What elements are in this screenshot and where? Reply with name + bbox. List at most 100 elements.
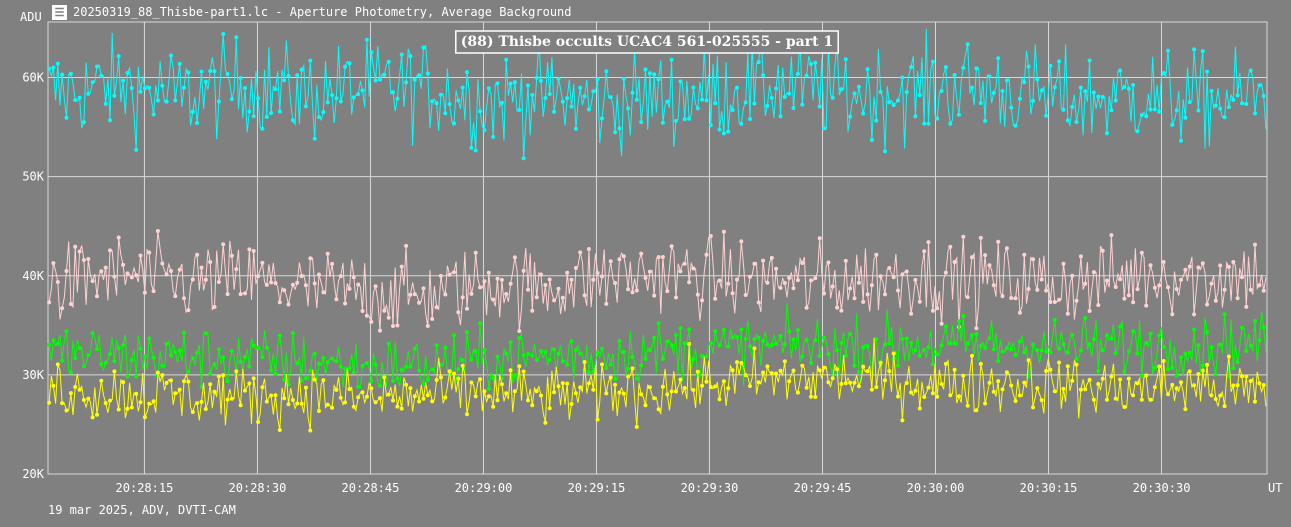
series-point: [68, 71, 73, 76]
series-point: [299, 378, 304, 383]
series-point: [613, 130, 618, 135]
series-point: [791, 368, 796, 373]
series-point: [138, 400, 143, 405]
series-point: [1157, 333, 1162, 338]
series-point: [1118, 68, 1123, 73]
series-point: [900, 75, 905, 80]
series-point: [809, 278, 813, 283]
series-point: [86, 257, 91, 261]
series-point: [1048, 350, 1053, 355]
series-point: [739, 360, 744, 365]
series-point: [1170, 122, 1175, 127]
series-point: [926, 240, 931, 245]
series-point: [900, 418, 905, 423]
series-point: [68, 302, 73, 306]
series-point: [1192, 327, 1197, 332]
series-point: [504, 391, 509, 396]
series-point: [1253, 318, 1257, 323]
series-point: [1157, 283, 1162, 288]
series-point: [469, 145, 474, 150]
series-point: [517, 336, 522, 340]
series-point: [804, 337, 809, 342]
series-point: [743, 336, 748, 341]
series-point: [1244, 349, 1249, 353]
series-point: [99, 362, 104, 367]
series-point: [769, 343, 774, 348]
series-point: [434, 305, 439, 310]
series-point: [565, 381, 570, 386]
series-point: [517, 108, 522, 112]
series-point: [634, 424, 639, 429]
series-point: [465, 70, 469, 75]
series-point: [1096, 94, 1101, 99]
series-point: [395, 323, 400, 328]
series-point: [708, 341, 713, 346]
series-point: [247, 364, 252, 369]
series-point: [47, 66, 52, 71]
series-point: [177, 348, 182, 353]
series-point: [195, 350, 200, 355]
series-point: [1083, 89, 1088, 94]
series-point: [1091, 337, 1096, 342]
series-point: [678, 377, 683, 382]
series-point: [47, 300, 52, 305]
series-point: [447, 102, 452, 107]
series-point: [739, 327, 744, 332]
series-point: [1000, 387, 1005, 392]
series-point: [256, 345, 261, 350]
series-point: [682, 341, 687, 346]
series-point: [922, 395, 927, 399]
series-point: [922, 121, 927, 126]
series-point: [983, 401, 988, 406]
series-point: [1052, 389, 1057, 394]
series-point: [1048, 300, 1053, 304]
series-point: [338, 364, 343, 369]
series-point: [1000, 294, 1005, 299]
series-point: [216, 280, 221, 284]
series-point: [382, 308, 387, 313]
series-point: [512, 80, 517, 85]
series-point: [804, 73, 809, 78]
series-point: [1074, 357, 1079, 362]
series-point: [756, 300, 761, 305]
series-point: [247, 247, 252, 252]
series-point: [1157, 364, 1162, 369]
series-point: [983, 346, 988, 350]
series-point: [521, 369, 526, 374]
series-point: [539, 272, 543, 277]
series-point: [177, 387, 182, 392]
series-point: [1061, 386, 1066, 391]
series-point: [282, 288, 287, 293]
series-point: [386, 392, 391, 397]
series-point: [991, 389, 996, 394]
series-point: [996, 56, 1001, 61]
series-point: [1044, 113, 1049, 118]
series-point: [1100, 348, 1105, 353]
series-point: [338, 99, 343, 104]
series-point: [530, 353, 535, 358]
series-point: [782, 359, 787, 364]
series-point: [491, 134, 496, 139]
series-point: [1209, 393, 1214, 398]
series-point: [1170, 365, 1175, 370]
series-point: [1209, 281, 1214, 286]
series-point: [639, 392, 644, 397]
series-point: [356, 384, 361, 389]
lightcurve-app-icon[interactable]: ☰: [52, 4, 67, 20]
series-point: [1126, 86, 1131, 91]
x-tick-label: 20:29:15: [568, 481, 626, 495]
series-point: [565, 362, 570, 367]
series-point: [1026, 64, 1031, 69]
series-point: [321, 110, 326, 115]
series-point: [64, 408, 69, 413]
series-point: [486, 394, 491, 399]
series-point: [351, 404, 356, 409]
series-point: [782, 95, 787, 99]
series-point: [769, 255, 774, 260]
series-point: [495, 398, 500, 403]
series-point: [1144, 373, 1149, 378]
series-point: [1218, 263, 1223, 268]
series-point: [943, 270, 948, 275]
series-point: [186, 369, 191, 374]
